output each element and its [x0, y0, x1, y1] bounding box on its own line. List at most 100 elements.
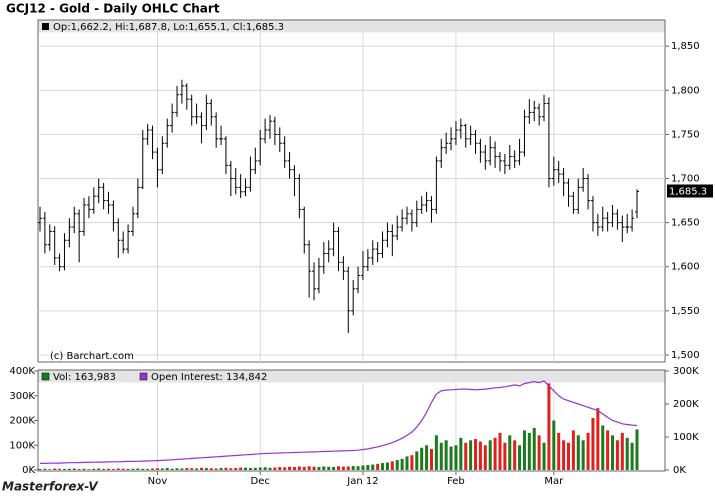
volume-bar — [444, 440, 448, 470]
volume-bar — [469, 440, 473, 470]
y-tick-label: 1,650 — [671, 218, 700, 229]
volume-bar — [317, 467, 321, 470]
volume-bar — [219, 468, 223, 470]
x-tick-label: Jan 12 — [346, 476, 378, 487]
volume-bar — [82, 468, 86, 470]
y2-tick-label: 0K — [673, 465, 686, 476]
legend-strip — [38, 20, 665, 33]
volume-bar — [625, 437, 629, 470]
volume-bar — [390, 461, 394, 470]
volume-bar — [542, 442, 546, 470]
volume-bar — [278, 467, 282, 470]
y2-tick-label: 300K — [673, 366, 699, 377]
y-tick-label: 1,800 — [671, 85, 700, 96]
chart-title: GCJ12 - Gold - Daily OHLC Chart — [6, 2, 220, 16]
volume-bar — [351, 466, 355, 470]
volume-bar — [381, 463, 385, 470]
volume-bar — [566, 442, 570, 470]
volume-bar — [92, 468, 96, 470]
volume-bar — [234, 468, 238, 470]
volume-bar — [72, 468, 76, 470]
volume-bar — [459, 437, 463, 470]
x-tick-label: Dec — [251, 476, 270, 487]
volume-bar — [77, 469, 81, 470]
y-tick-label: 1,600 — [671, 262, 700, 273]
volume-bar — [248, 468, 252, 470]
volume-bar — [185, 468, 189, 470]
volume-bar — [239, 467, 243, 470]
volume-bar — [199, 467, 203, 470]
x-tick-label: Nov — [148, 476, 168, 487]
volume-bar — [107, 468, 111, 470]
volume-bar — [204, 468, 208, 470]
volume-bar — [464, 442, 468, 470]
volume-bar — [302, 467, 306, 470]
volume-bar — [576, 435, 580, 470]
volume-bar — [415, 451, 419, 470]
x-tick-label: Feb — [447, 476, 465, 487]
volume-bar — [552, 420, 556, 470]
volume-bar — [224, 467, 228, 470]
volume-bar — [341, 466, 345, 470]
volume-bar — [268, 467, 272, 470]
volume-bar — [297, 466, 301, 470]
volume-bar — [346, 466, 350, 470]
volume-bar — [165, 468, 169, 470]
volume-bar — [429, 448, 433, 470]
volume-bar — [483, 445, 487, 470]
volume-bar — [601, 425, 605, 470]
volume-bar — [146, 469, 150, 470]
volume-bar — [175, 468, 179, 470]
volume-bar — [581, 440, 585, 470]
volume-bar — [97, 468, 101, 470]
volume-bar — [62, 469, 66, 470]
volume-bar — [498, 432, 502, 470]
volume-bar — [508, 435, 512, 470]
y-tick-label: 300K — [9, 391, 35, 402]
volume-bar — [160, 468, 164, 470]
volume-bar — [356, 466, 360, 470]
volume-bar — [410, 455, 414, 470]
volume-bar — [439, 442, 443, 470]
volume-bar — [547, 383, 551, 470]
ohlc-header: Op:1,662.2, Hi:1,687.8, Lo:1,655.1, Cl:1… — [53, 22, 284, 33]
legend-strip — [38, 370, 665, 383]
volume-bar — [537, 435, 541, 470]
volume-bar — [229, 468, 233, 470]
volume-bar — [620, 432, 624, 470]
volume-bar — [307, 466, 311, 470]
volume-bar — [376, 463, 380, 470]
volume-bar — [87, 469, 91, 470]
y-tick-label: 400K — [9, 366, 35, 377]
legend-swatch — [42, 23, 49, 30]
legend-entry: Vol: 163,983 — [53, 372, 116, 383]
volume-bar — [180, 468, 184, 470]
volume-bar — [385, 462, 389, 470]
volume-bar — [425, 445, 429, 470]
volume-bar — [615, 440, 619, 470]
volume-bar — [258, 467, 262, 470]
volume-bar — [111, 469, 115, 470]
volume-bar — [43, 468, 47, 470]
legend-swatch — [41, 372, 50, 381]
volume-bar — [292, 467, 296, 470]
volume-bar — [195, 468, 199, 470]
y-tick-label: 0K — [22, 465, 35, 476]
y-tick-label: 1,500 — [671, 350, 700, 361]
volume-bar — [522, 430, 526, 470]
volume-bar — [190, 468, 194, 470]
volume-bar — [102, 469, 106, 470]
volume-bar — [322, 466, 326, 470]
legend-swatch — [139, 372, 148, 381]
volume-bar — [361, 465, 365, 470]
last-price-box — [667, 184, 713, 198]
y-tick-label: 1,550 — [671, 306, 700, 317]
volume-bar — [366, 465, 370, 470]
y-tick-label: 1,750 — [671, 129, 700, 140]
volume-bar — [332, 467, 336, 470]
volume-bar — [53, 468, 57, 470]
volume-bar — [288, 466, 292, 470]
volume-bar — [606, 430, 610, 470]
volume-bar — [434, 435, 438, 470]
